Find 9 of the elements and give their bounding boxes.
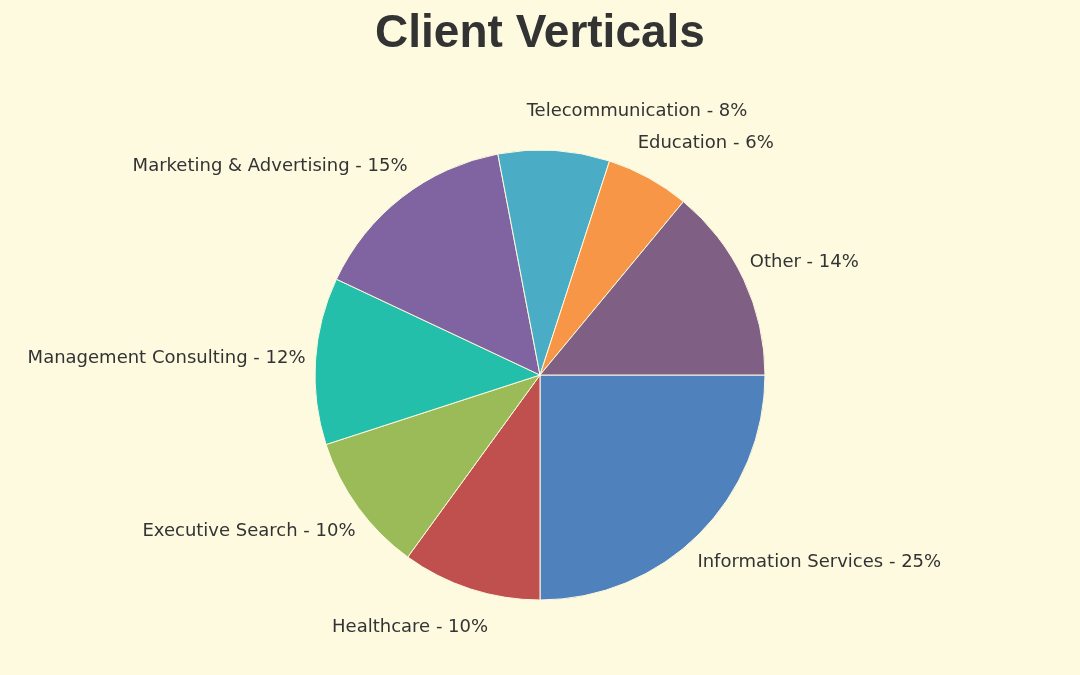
slice-label: Management Consulting - 12% — [27, 346, 306, 368]
slice-label: Healthcare - 10% — [332, 615, 489, 637]
slice-label: Telecommunication - 8% — [525, 98, 748, 120]
slice-label: Information Services - 25% — [697, 550, 942, 572]
chart-title: Client Verticals — [375, 5, 705, 57]
slice-label: Marketing & Advertising - 15% — [132, 153, 408, 175]
slice-label: Executive Search - 10% — [142, 518, 356, 540]
slice-label: Other - 14% — [749, 250, 859, 272]
slice-label: Education - 6% — [637, 130, 774, 152]
